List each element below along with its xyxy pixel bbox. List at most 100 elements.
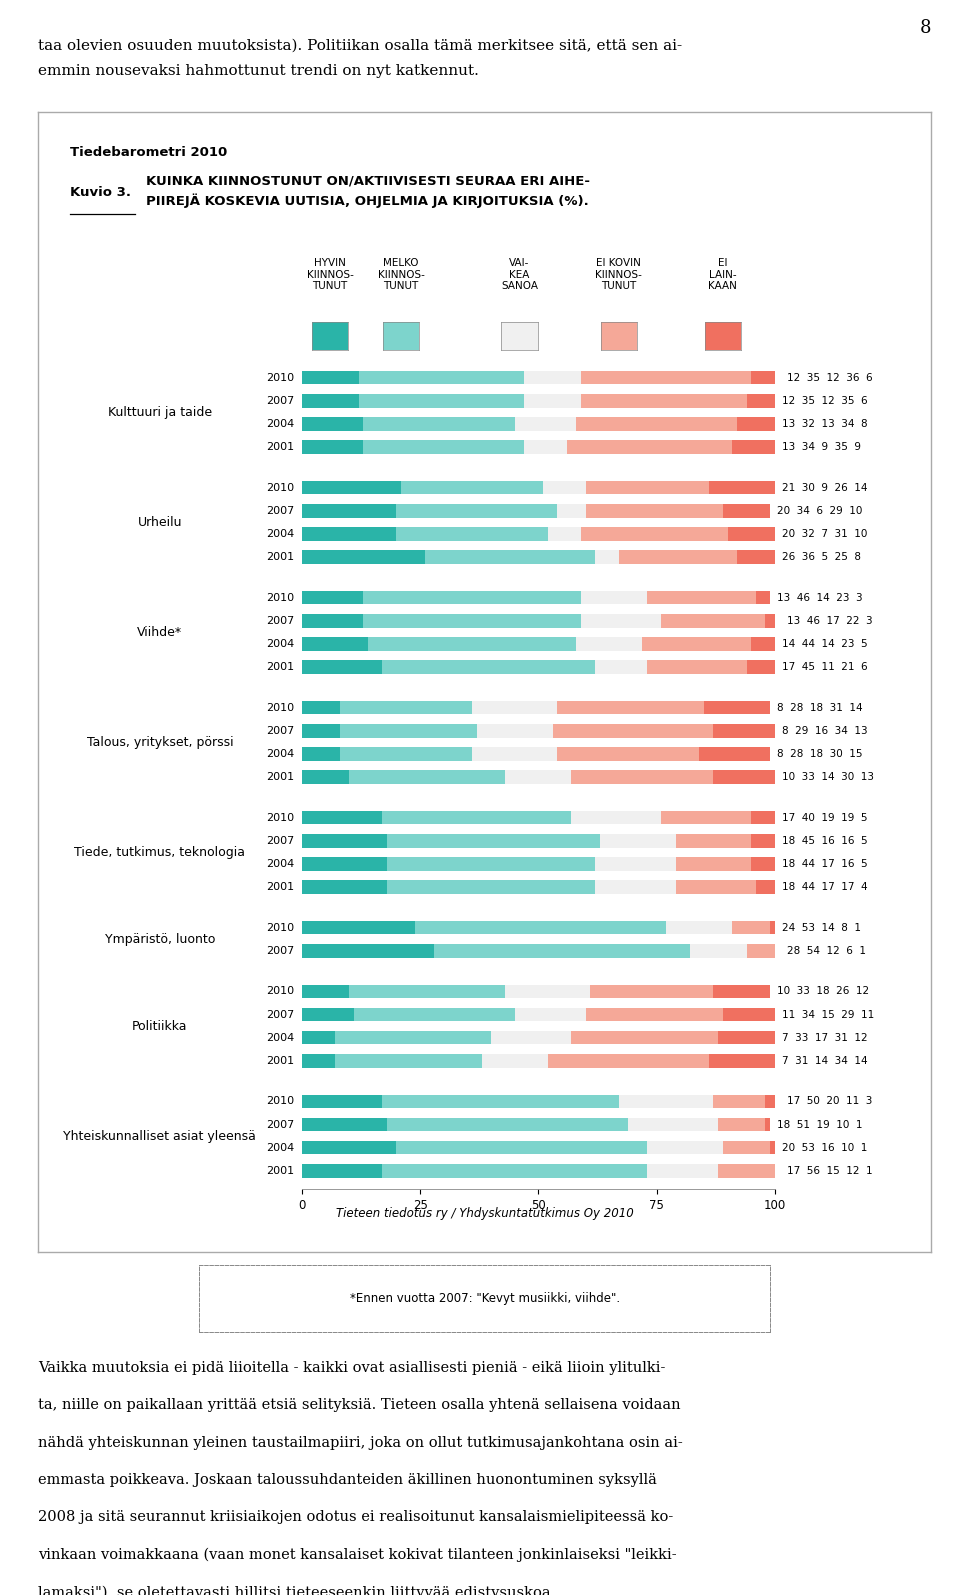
Bar xyxy=(718,1118,765,1131)
Text: Tiede, tutkimus, teknologia: Tiede, tutkimus, teknologia xyxy=(74,845,246,860)
Bar xyxy=(775,944,780,957)
Bar xyxy=(301,920,416,935)
Text: 8  28  18  30  15: 8 28 18 30 15 xyxy=(778,750,863,759)
Text: 17  56  15  12  1: 17 56 15 12 1 xyxy=(787,1166,873,1176)
Bar xyxy=(558,504,586,517)
Bar xyxy=(770,1140,775,1155)
Text: 28  54  12  6  1: 28 54 12 6 1 xyxy=(787,946,866,955)
Text: 2010: 2010 xyxy=(267,1096,295,1107)
Bar xyxy=(301,482,401,494)
Text: taa olevien osuuden muutoksista). Politiikan osalla tämä merkitsee sitä, että se: taa olevien osuuden muutoksista). Politi… xyxy=(38,38,683,53)
Bar xyxy=(581,372,752,384)
Text: 8  28  18  31  14: 8 28 18 31 14 xyxy=(778,703,863,713)
Bar xyxy=(363,418,515,431)
Text: 21  30  9  26  14: 21 30 9 26 14 xyxy=(782,483,868,493)
Bar xyxy=(590,984,713,998)
Bar xyxy=(571,810,661,825)
Bar xyxy=(723,504,770,517)
Text: VAI-
KEA
SANOA: VAI- KEA SANOA xyxy=(501,258,538,292)
Bar xyxy=(515,418,576,431)
Bar xyxy=(571,770,713,783)
Text: emmasta poikkeava. Joskaan taloussuhdanteiden äkillinen huonontuminen syksyllä: emmasta poikkeava. Joskaan taloussuhdant… xyxy=(38,1474,658,1487)
Text: 13  34  9  35  9: 13 34 9 35 9 xyxy=(782,442,861,451)
Bar xyxy=(713,724,775,737)
Bar xyxy=(396,528,548,541)
Bar xyxy=(340,724,477,737)
Bar xyxy=(553,724,713,737)
Bar xyxy=(301,810,382,825)
Bar xyxy=(340,700,472,715)
Text: 2007: 2007 xyxy=(267,836,295,845)
Bar xyxy=(472,700,558,715)
Bar xyxy=(548,1054,708,1067)
Bar xyxy=(747,394,775,408)
Text: 2010: 2010 xyxy=(267,593,295,603)
Bar xyxy=(765,614,780,627)
Text: 10  33  18  26  12: 10 33 18 26 12 xyxy=(778,986,870,997)
Text: 12  35  12  36  6: 12 35 12 36 6 xyxy=(787,373,873,383)
Bar xyxy=(524,372,581,384)
Text: 14  44  14  23  5: 14 44 14 23 5 xyxy=(782,640,868,649)
Bar xyxy=(737,418,775,431)
Text: 18  45  16  16  5: 18 45 16 16 5 xyxy=(782,836,868,845)
Bar xyxy=(301,614,363,627)
Bar xyxy=(301,984,349,998)
Text: 2004: 2004 xyxy=(267,419,295,429)
Bar xyxy=(301,660,382,673)
Text: 7  33  17  31  12: 7 33 17 31 12 xyxy=(782,1032,868,1043)
Bar xyxy=(477,724,553,737)
Bar xyxy=(581,614,661,627)
Text: 2010: 2010 xyxy=(267,373,295,383)
Bar xyxy=(676,834,752,847)
Bar xyxy=(301,372,358,384)
Bar xyxy=(301,1140,396,1155)
Bar xyxy=(382,1094,619,1109)
Text: 2004: 2004 xyxy=(267,530,295,539)
Text: 2001: 2001 xyxy=(267,552,295,561)
Text: 8  29  16  34  13: 8 29 16 34 13 xyxy=(782,726,868,735)
Bar xyxy=(301,1118,387,1131)
Bar xyxy=(301,1008,354,1021)
Text: Politiikka: Politiikka xyxy=(132,1019,187,1032)
Text: 20  53  16  10  1: 20 53 16 10 1 xyxy=(782,1142,868,1153)
Bar xyxy=(396,504,558,517)
Bar xyxy=(628,1118,718,1131)
Text: 17  45  11  21  6: 17 45 11 21 6 xyxy=(782,662,868,671)
Text: MELKO
KIINNOS-
TUNUT: MELKO KIINNOS- TUNUT xyxy=(377,258,424,292)
Bar xyxy=(676,880,756,893)
Bar xyxy=(301,700,340,715)
Text: 8: 8 xyxy=(920,19,931,37)
Bar xyxy=(363,592,581,605)
Text: 2001: 2001 xyxy=(267,662,295,671)
Bar xyxy=(732,440,775,455)
Text: Tieteen tiedotus ry / Yhdyskuntatutkimus Oy 2010: Tieteen tiedotus ry / Yhdyskuntatutkimus… xyxy=(336,1207,634,1220)
Bar xyxy=(301,857,387,871)
Bar xyxy=(558,748,699,761)
Bar xyxy=(301,880,387,893)
Bar xyxy=(713,984,770,998)
Bar xyxy=(368,638,576,651)
Text: 10  33  14  30  13: 10 33 14 30 13 xyxy=(782,772,874,782)
Bar xyxy=(301,394,358,408)
Bar xyxy=(661,810,752,825)
Bar xyxy=(756,880,775,893)
Text: 2008 ja sitä seurannut kriisiaikojen odotus ei realisoitunut kansalaismielipitee: 2008 ja sitä seurannut kriisiaikojen odo… xyxy=(38,1510,674,1525)
Bar xyxy=(576,418,737,431)
Bar xyxy=(358,372,524,384)
Bar xyxy=(416,920,666,935)
Bar xyxy=(661,614,765,627)
Bar xyxy=(576,638,642,651)
Bar xyxy=(708,1054,775,1067)
Text: 2010: 2010 xyxy=(267,703,295,713)
Text: 2004: 2004 xyxy=(267,1032,295,1043)
Text: Yhteiskunnalliset asiat yleensä: Yhteiskunnalliset asiat yleensä xyxy=(63,1129,256,1142)
Text: 24  53  14  8  1: 24 53 14 8 1 xyxy=(782,922,861,933)
Text: 13  32  13  34  8: 13 32 13 34 8 xyxy=(782,419,868,429)
Bar xyxy=(595,857,676,871)
Bar xyxy=(571,1030,718,1045)
Text: Ympäristö, luonto: Ympäristö, luonto xyxy=(105,933,215,946)
Text: 2007: 2007 xyxy=(267,506,295,515)
Bar xyxy=(301,724,340,737)
Bar xyxy=(301,1054,335,1067)
Bar xyxy=(690,944,747,957)
